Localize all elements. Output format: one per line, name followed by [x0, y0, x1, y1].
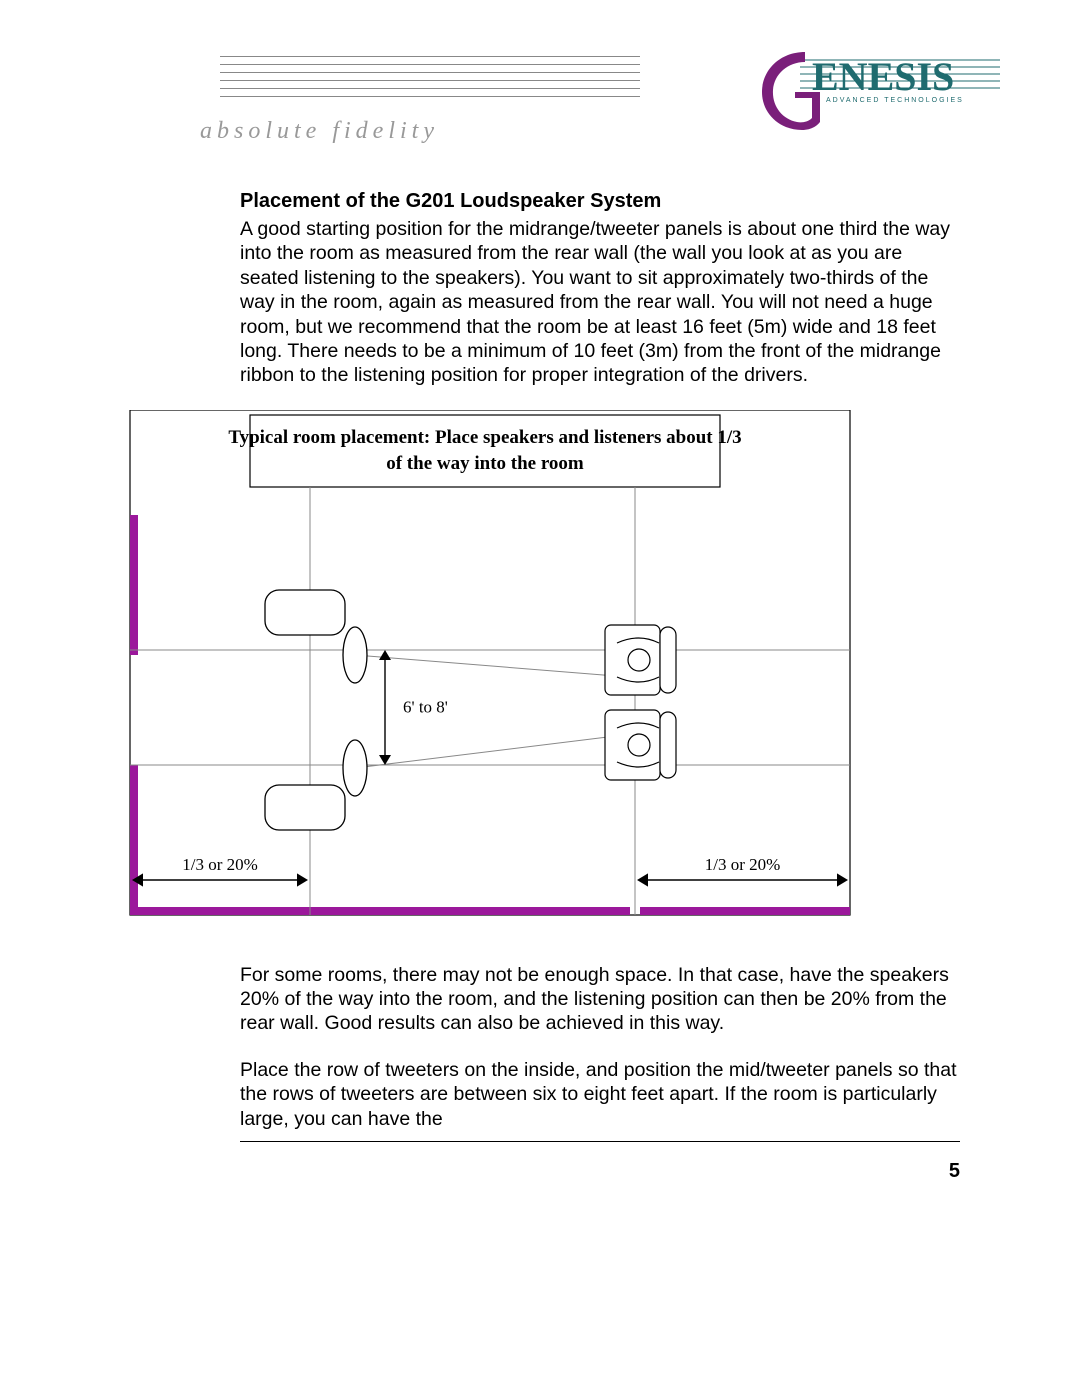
- svg-text:6' to 8': 6' to 8': [403, 697, 448, 716]
- svg-text:1/3 or 20%: 1/3 or 20%: [182, 855, 258, 874]
- main-content: Placement of the G201 Loudspeaker System…: [240, 190, 960, 388]
- content-continued: For some rooms, there may not be enough …: [240, 963, 960, 1131]
- page-number: 5: [100, 1160, 960, 1183]
- paragraph-1: A good starting position for the midrang…: [240, 217, 960, 388]
- logo-text: ENESIS: [812, 54, 954, 99]
- staff-lines: [220, 56, 640, 104]
- paragraph-3: Place the row of tweeters on the inside,…: [240, 1058, 960, 1131]
- page-header: absolute fidelity ENESIS ADVANCED TECHNO…: [220, 50, 980, 160]
- logo: ENESIS ADVANCED TECHNOLOGIES: [750, 40, 1000, 140]
- footer-rule: [240, 1141, 960, 1142]
- svg-text:Typical room placement: Place: Typical room placement: Place speakers a…: [228, 427, 741, 448]
- svg-text:of the way into the room: of the way into the room: [386, 453, 584, 474]
- svg-text:1/3 or 20%: 1/3 or 20%: [705, 855, 781, 874]
- paragraph-2: For some rooms, there may not be enough …: [240, 963, 960, 1036]
- section-title: Placement of the G201 Loudspeaker System: [240, 190, 960, 213]
- tagline: absolute fidelity: [200, 118, 439, 145]
- logo-subtext: ADVANCED TECHNOLOGIES: [826, 97, 964, 104]
- placement-diagram: Typical room placement: Place speakers a…: [110, 410, 980, 935]
